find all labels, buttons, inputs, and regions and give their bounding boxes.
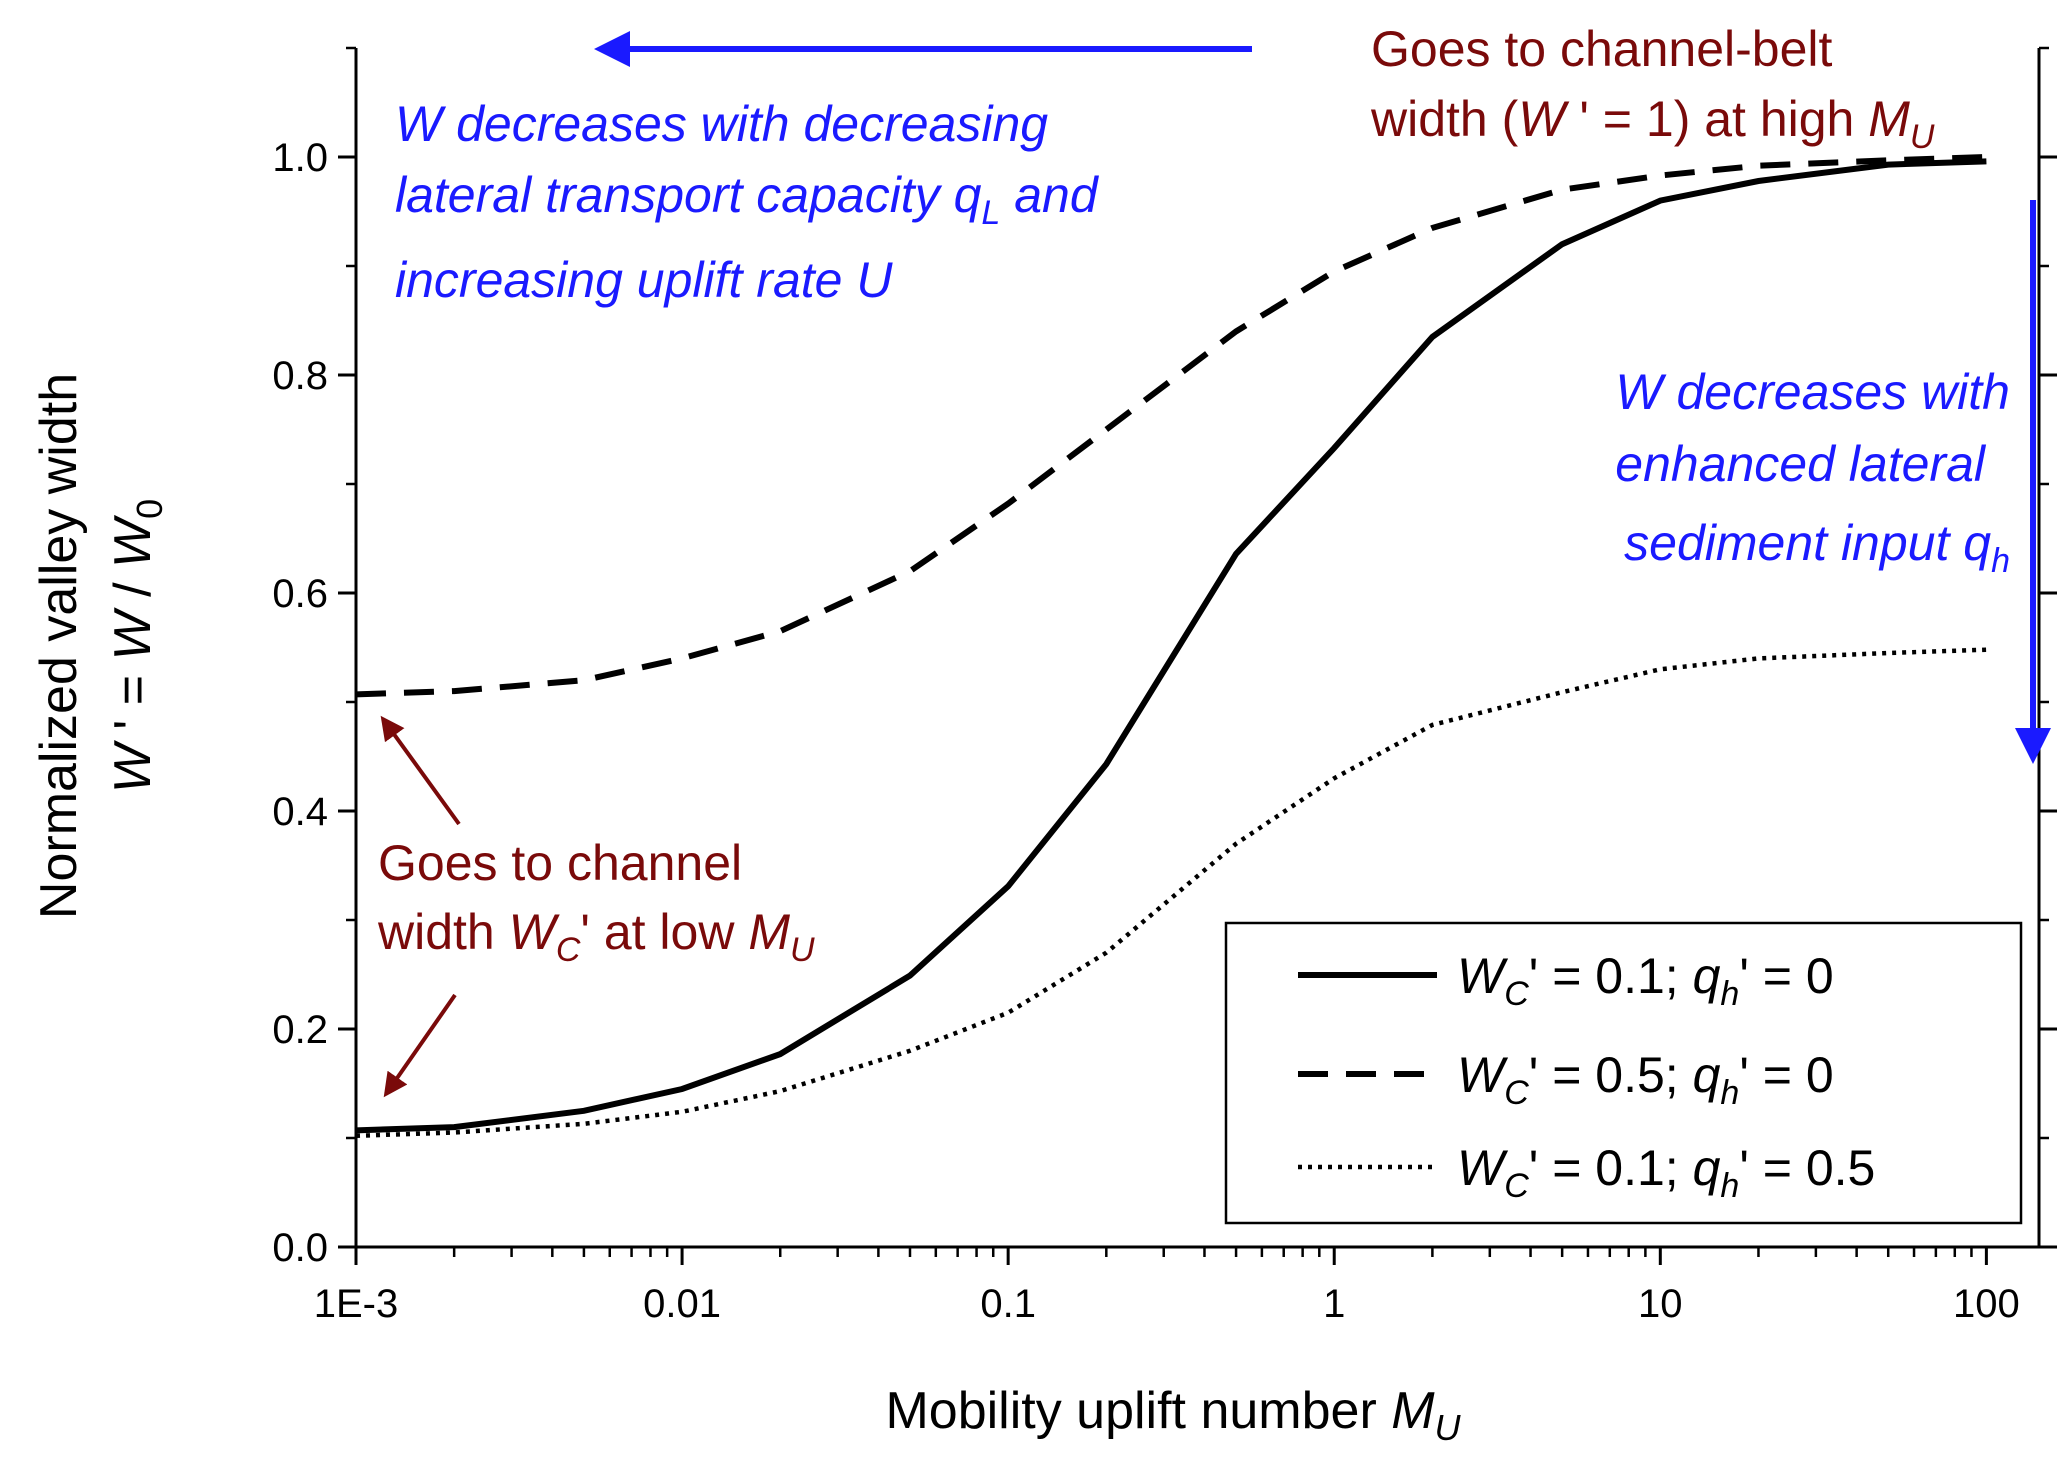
y-tick-label: 0.6 [272,572,328,616]
y-tick-label: 0.0 [272,1226,328,1270]
x-tick-label: 1 [1323,1282,1345,1326]
legend-label-part: W [1457,1140,1509,1196]
legend-label-part: h [1720,1167,1739,1205]
x-tick-label: 0.01 [643,1282,721,1326]
annotation: W decreases with decreasing [395,96,1048,152]
legend-label-part: ' = 0.1; [1529,948,1693,1004]
y-tick-label: 1.0 [272,136,328,180]
annotation: sediment input qh [1624,515,2010,580]
legend-label: WC' = 0.1; qh' = 0.5 [1457,1140,1875,1205]
annotation: W decreases with [1615,364,2010,420]
x-tick-label: 0.1 [980,1282,1036,1326]
annotation: width (W ' = 1) at high MU [1370,91,1935,156]
legend-label-part: W [1457,1047,1509,1103]
series-line [355,154,1987,698]
x-tick-label: 10 [1638,1282,1683,1326]
annotation: lateral transport capacity qL and [395,167,1100,232]
x-tick-label: 1E-3 [314,1282,399,1326]
legend-label-part: ' = 0.5 [1739,1140,1875,1196]
arrow [383,993,457,1098]
legend-label-part: h [1720,1074,1739,1112]
y-tick-label: 0.2 [272,1008,328,1052]
annotation: width WC' at low MU [377,904,815,969]
legend-label-part: q [1693,948,1721,1004]
legend-label-part: C [1504,975,1529,1013]
annotation: Goes to channel [378,835,742,891]
annotation: increasing uplift rate U [395,252,893,308]
y-axis-label: Normalized valley width [30,373,88,919]
series-line [355,158,1987,1134]
annotation: Goes to channel-belt [1371,21,1833,77]
legend-label-part: ' = 0 [1739,948,1833,1004]
x-tick-label: 100 [1953,1282,2020,1326]
legend-label-part: ' = 0.1; [1529,1140,1693,1196]
legend-label-part: C [1504,1167,1529,1205]
legend-label-part: q [1693,1047,1721,1103]
legend-label: WC' = 0.5; qh' = 0 [1457,1047,1834,1112]
legend-label-part: q [1693,1140,1721,1196]
x-axis-label: Mobility uplift number MU [885,1382,1461,1448]
legend: WC' = 0.1; qh' = 0WC' = 0.5; qh' = 0WC' … [1224,921,2023,1225]
y-tick-label: 0.8 [272,354,328,398]
y-tick-label: 0.4 [272,790,328,834]
legend-label-part: W [1457,948,1509,1004]
legend-label-part: ' = 0 [1739,1047,1833,1103]
axes: 1E-3 0.01 0.1 1 10 100 0.0 0.2 0.4 0.6 0.8 1.0 [272,46,2057,1326]
arrow [380,715,461,826]
y-axis-label: W ' = W / W0 [104,499,170,793]
legend-label-part: ' = 0.5; [1529,1047,1693,1103]
legend-label: WC' = 0.1; qh' = 0 [1457,948,1834,1013]
annotation: enhanced lateral [1615,436,1987,492]
plot-area [355,154,1987,1139]
legend-label-part: h [1720,975,1739,1013]
legend-label-part: C [1504,1074,1529,1112]
